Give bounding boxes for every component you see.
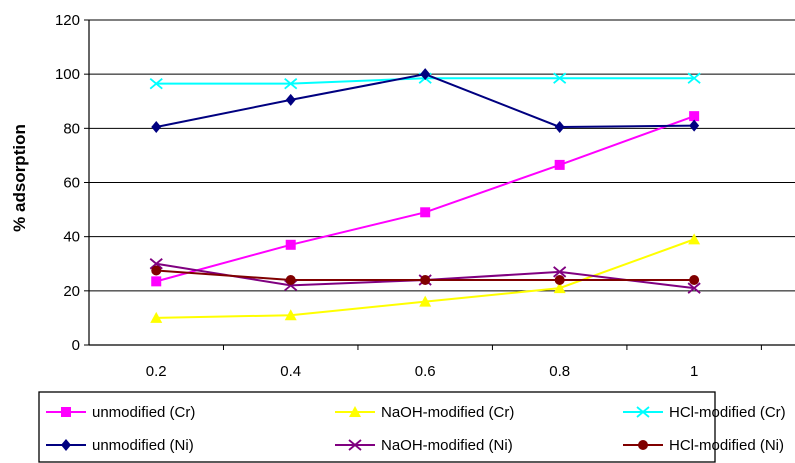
data-point (150, 311, 163, 323)
series-5 (151, 265, 700, 285)
data-point (285, 239, 296, 250)
y-tick-label: 40 (63, 229, 80, 246)
legend-item: unmodified (Cr) (46, 404, 195, 421)
legend-swatch-marker (638, 440, 648, 450)
x-tick-label: 0.4 (280, 363, 301, 380)
series-line (155, 115, 695, 283)
legend-swatch-marker (636, 406, 650, 418)
data-point (420, 207, 431, 218)
x-tick-label: 1 (690, 363, 698, 380)
legend: unmodified (Cr) NaOH-modified (Cr) HCl-mod… (38, 391, 786, 463)
data-point (554, 275, 565, 285)
legend-label: NaOH-modified (Ni) (381, 437, 513, 454)
x-tick-label: 0.2 (146, 363, 167, 380)
legend-item: HCl-modified (Ni) (623, 437, 784, 454)
axes (84, 19, 795, 350)
data-point (689, 275, 700, 285)
gridlines (89, 19, 795, 292)
data-point (285, 93, 296, 106)
series-1 (150, 233, 701, 323)
y-tick-label: 80 (63, 120, 80, 137)
data-point (689, 119, 700, 132)
data-point (284, 77, 298, 90)
data-point (151, 120, 162, 133)
data-point (688, 233, 701, 245)
data-point (151, 276, 162, 287)
legend-item: NaOH-modified (Cr) (335, 404, 514, 421)
data-point (149, 77, 163, 90)
y-tick-label: 0 (72, 337, 80, 354)
data-point (285, 275, 296, 285)
legend-item: NaOH-modified (Ni) (335, 437, 513, 454)
x-tick-label: 0.8 (549, 363, 570, 380)
series-group (149, 68, 701, 323)
data-point (687, 72, 701, 84)
data-point (554, 120, 565, 133)
data-point (554, 159, 565, 170)
data-point (553, 282, 566, 294)
legend-label: HCl-modified (Ni) (669, 437, 784, 454)
legend-swatch-marker (349, 406, 361, 417)
legend-label: HCl-modified (Cr) (669, 404, 786, 421)
legend-label: NaOH-modified (Cr) (381, 404, 514, 421)
data-point (420, 68, 431, 81)
legend-swatch-marker (348, 439, 362, 451)
legend-item: HCl-modified (Cr) (623, 404, 786, 421)
data-point (284, 309, 297, 321)
data-point (687, 282, 701, 294)
series-0 (151, 111, 700, 287)
legend-label: unmodified (Cr) (92, 404, 195, 421)
legend-swatch-marker (61, 407, 71, 417)
y-tick-label: 100 (55, 66, 80, 83)
legend-label: unmodified (Ni) (92, 437, 194, 454)
series-line (156, 73, 695, 128)
data-point (151, 265, 162, 276)
tick-labels: 0 20 40 60 80 100 120 0.2 0.4 0.6 0.8 1 (55, 12, 698, 380)
legend-swatch-marker (61, 439, 71, 451)
data-point (419, 295, 432, 307)
y-tick-label: 60 (63, 175, 80, 192)
x-tick-label: 0.6 (415, 363, 436, 380)
legend-box (38, 391, 716, 463)
y-axis-title: % adsorption (10, 124, 29, 232)
y-tick-label: 20 (63, 283, 80, 300)
series-3 (151, 68, 700, 133)
data-point (553, 266, 567, 278)
data-point (420, 275, 431, 285)
data-point (553, 72, 567, 84)
data-point (689, 111, 700, 122)
data-point (149, 258, 163, 270)
y-tick-label: 120 (55, 12, 80, 29)
legend-item: unmodified (Ni) (46, 437, 194, 454)
